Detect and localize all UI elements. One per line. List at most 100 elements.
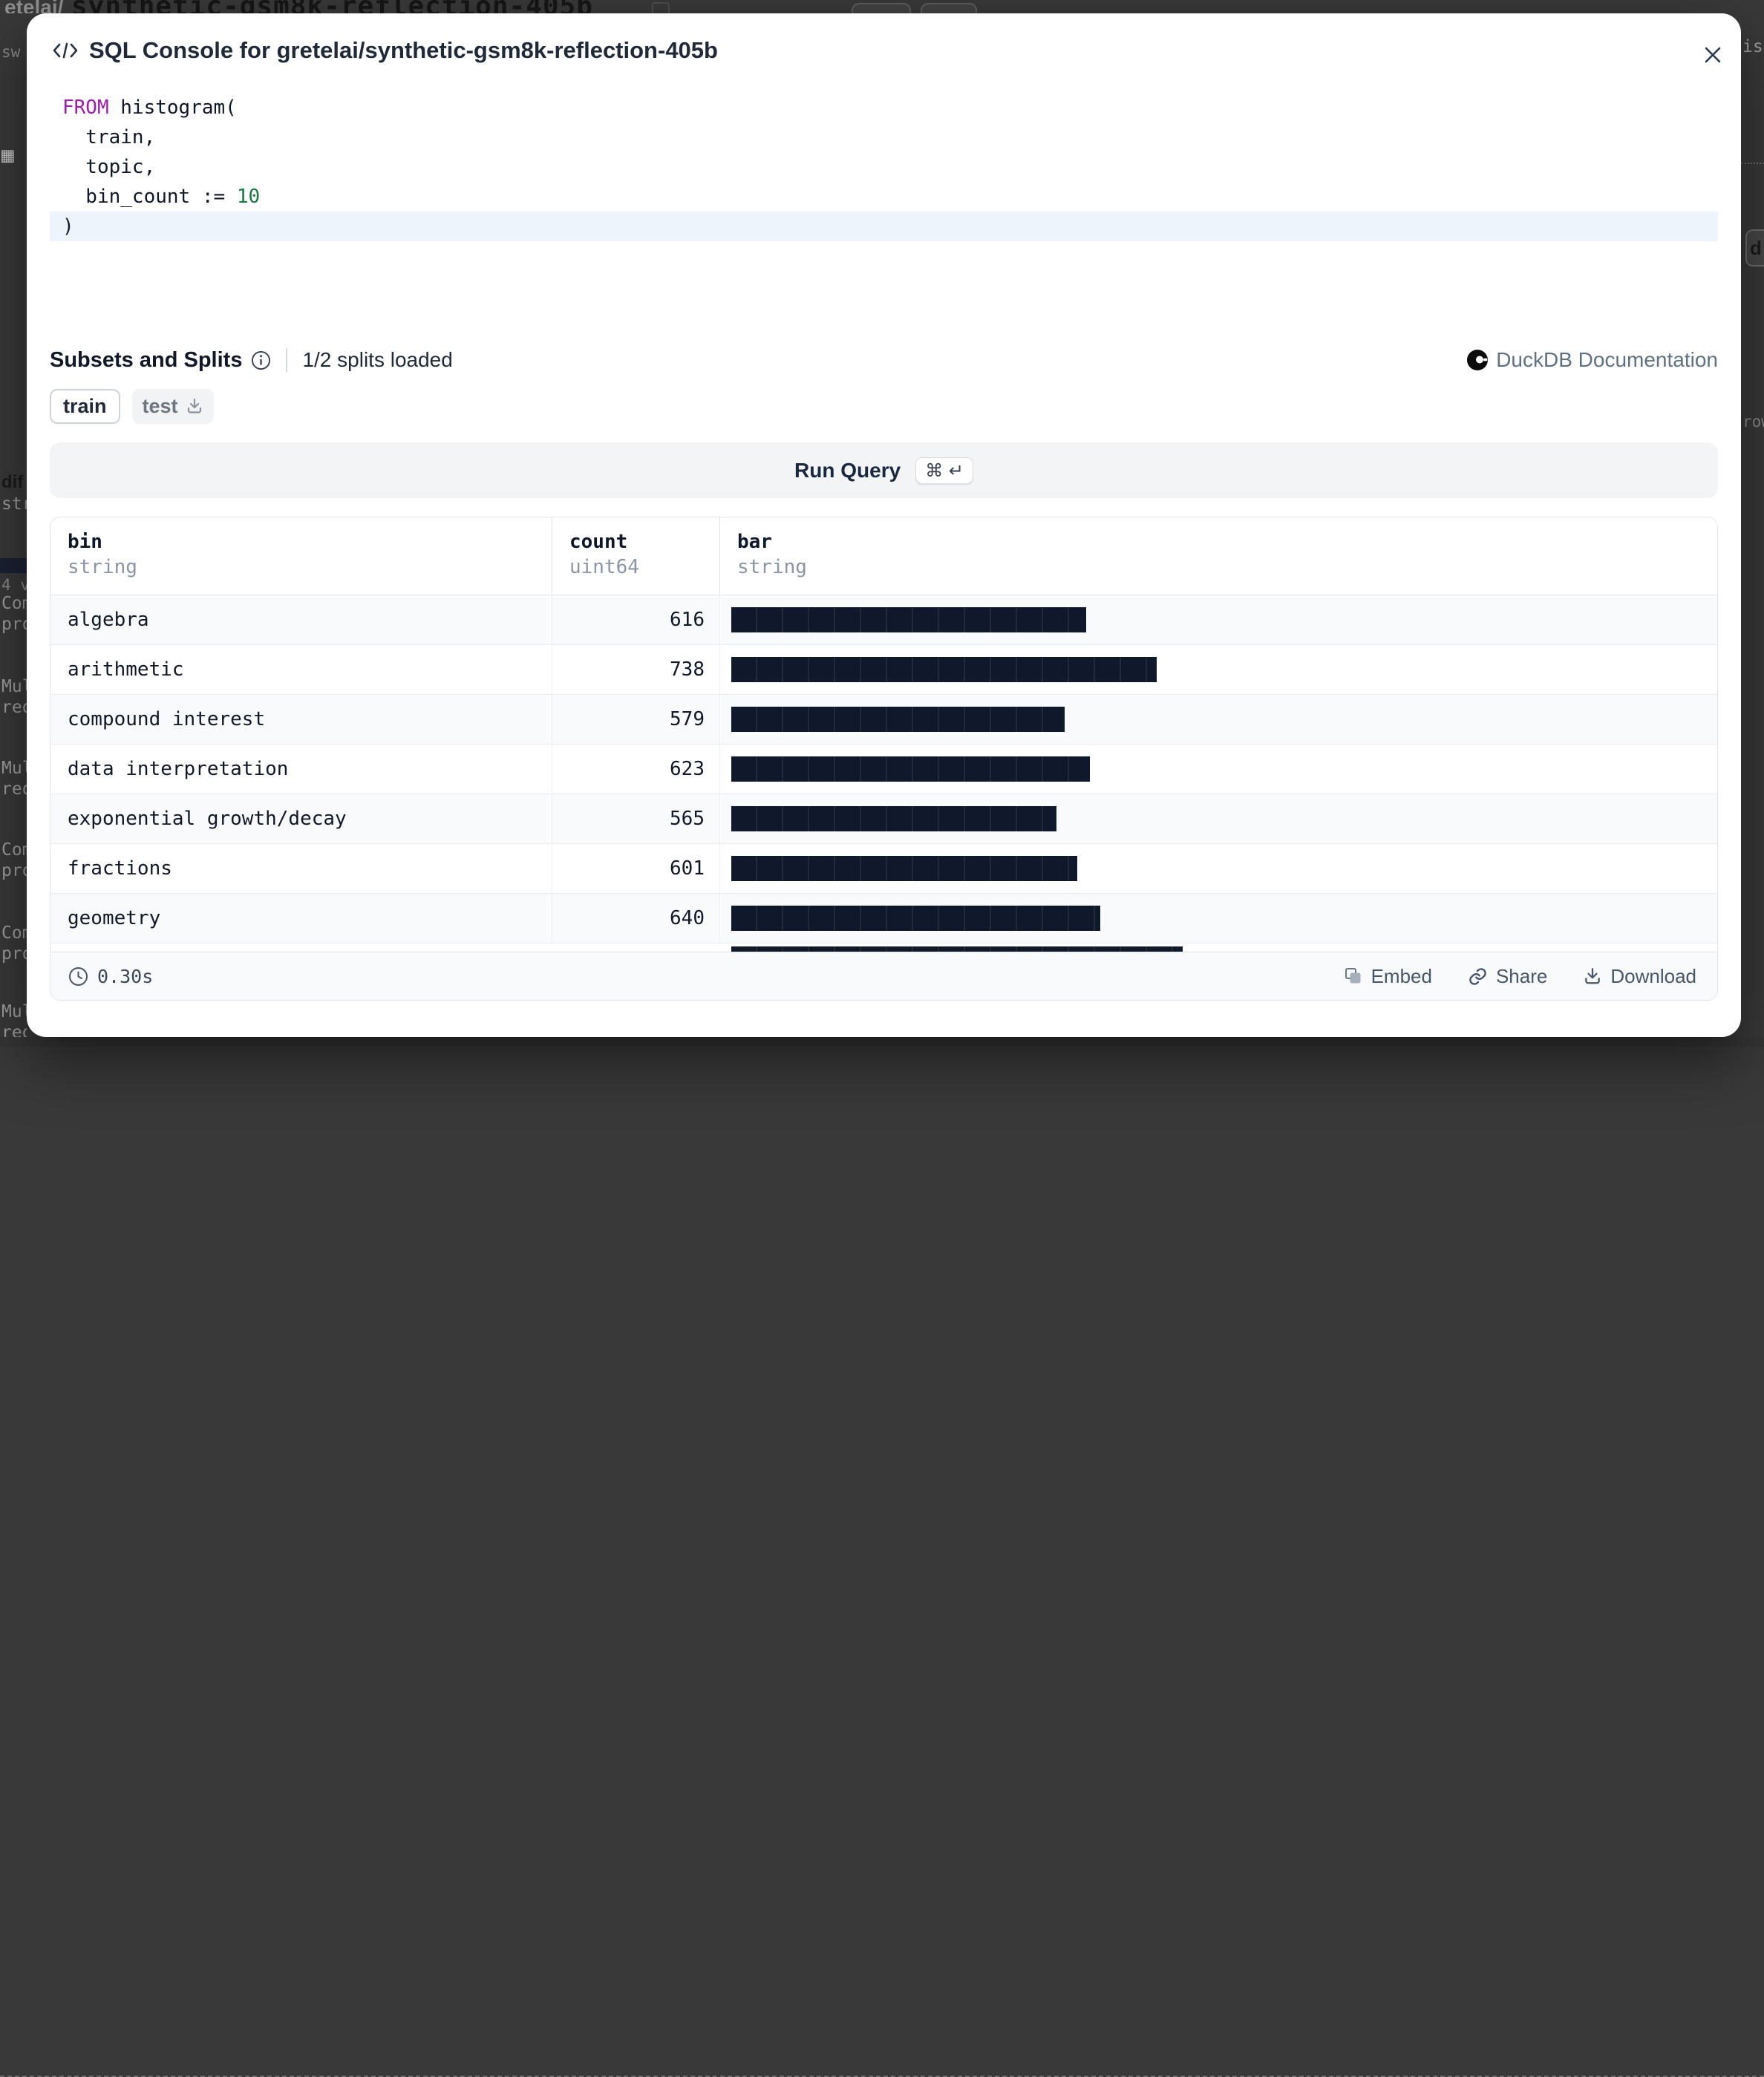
background-top-bar: etelai/ synthetic-gsm8k-reflection-405b xyxy=(0,0,1764,13)
keyboard-shortcut-badge: ⌘ ↵ xyxy=(915,457,973,484)
background-text-fragment: pro xyxy=(1,861,27,880)
background-pill xyxy=(921,3,977,13)
info-icon[interactable] xyxy=(251,350,271,370)
table-row: geometry 640 xyxy=(50,894,1717,943)
sql-console-modal: SQL Console for gretelai/synthetic-gsm8k… xyxy=(27,13,1741,1037)
bar-cell xyxy=(720,595,1717,644)
run-query-button[interactable]: Run Query ⌘ ↵ xyxy=(50,442,1718,498)
table-row: exponential growth/decay 565 xyxy=(50,794,1717,844)
histogram-bar xyxy=(731,657,1157,682)
count-cell: 640 xyxy=(552,894,720,943)
background-text-fragment: req xyxy=(1,779,27,799)
count-cell: 738 xyxy=(552,645,720,694)
close-button[interactable] xyxy=(1696,39,1729,71)
code-line: FROM histogram( xyxy=(62,97,237,119)
background-dotted-divider xyxy=(1741,163,1764,164)
embed-button[interactable]: Embed xyxy=(1344,965,1432,988)
background-text-fragment: Com xyxy=(1,923,27,943)
histogram-bar xyxy=(731,756,1090,782)
subsets-heading: Subsets and Splits xyxy=(50,347,243,372)
background-text-fragment: pro xyxy=(1,944,27,964)
background-pill xyxy=(852,3,911,13)
download-icon xyxy=(1583,966,1602,986)
background-text-fragment: sw xyxy=(1,43,21,61)
background-text-fragment: issa xyxy=(1742,37,1764,56)
bar-cell xyxy=(720,844,1717,893)
bin-cell: data interpretation xyxy=(50,745,552,794)
code-line: topic, xyxy=(62,156,156,178)
count-cell: 565 xyxy=(552,794,720,843)
background-text-fragment: pro xyxy=(1,615,27,634)
count-cell: 579 xyxy=(552,695,720,744)
table-row: fractions 601 xyxy=(50,844,1717,894)
background-text-fragment: dif xyxy=(1,472,24,492)
embed-icon xyxy=(1344,966,1363,986)
duckdb-documentation-link[interactable]: DuckDB Documentation xyxy=(1466,348,1718,372)
close-icon xyxy=(1702,44,1724,66)
background-text-fragment: ▦ V xyxy=(1,143,27,167)
histogram-bar xyxy=(731,707,1065,732)
code-icon xyxy=(52,40,79,61)
divider xyxy=(286,348,288,372)
code-line: train, xyxy=(62,126,156,148)
column-header-count: count uint64 xyxy=(552,517,720,595)
background-text-fragment: Com xyxy=(1,594,27,613)
backdrop-left-strip: sw▦ Vdifstr4 vComproMulreqMulreqComproCo… xyxy=(0,0,27,1047)
background-selected-band xyxy=(0,558,27,573)
table-row-partial xyxy=(50,943,1717,952)
background-text-fragment: 4 v xyxy=(1,576,27,594)
results-footer: 0.30s Embed xyxy=(50,952,1717,1000)
bin-cell: algebra xyxy=(50,595,552,644)
background-breadcrumb: etelai/ xyxy=(4,0,64,13)
background-text-fragment: req xyxy=(1,698,27,717)
bar-cell xyxy=(720,894,1717,943)
background-text-fragment: row xyxy=(1742,413,1764,431)
bar-cell xyxy=(720,943,1717,952)
bar-cell xyxy=(720,645,1717,694)
bin-cell: fractions xyxy=(50,844,552,893)
background-text-fragment: str xyxy=(1,494,27,514)
bin-cell: geometry xyxy=(50,894,552,943)
query-elapsed-time: 0.30s xyxy=(68,966,153,987)
bar-cell xyxy=(720,695,1717,744)
split-tab-test[interactable]: test xyxy=(131,388,214,424)
share-link-icon xyxy=(1468,966,1488,987)
splits-loaded-status: 1/2 splits loaded xyxy=(302,348,453,371)
code-line: ) xyxy=(50,212,1718,241)
split-tab-train[interactable]: train xyxy=(50,388,120,424)
background-text-fragment: Mul xyxy=(1,677,27,696)
results-table: bin string count uint64 bar string algeb… xyxy=(50,517,1718,1001)
download-split-icon xyxy=(186,397,203,415)
background-text-fragment: Mul xyxy=(1,1002,27,1021)
background-text-fragment: Com xyxy=(1,840,27,860)
results-scroll-area[interactable]: algebra 616 arithmetic 738 compound interest… xyxy=(50,595,1717,952)
modal-header: SQL Console for gretelai/synthetic-gsm8k… xyxy=(52,13,1716,88)
duckdb-logo-icon xyxy=(1466,349,1489,371)
histogram-bar xyxy=(731,906,1100,931)
backdrop-right-strip: d issa row xyxy=(1741,0,1764,1047)
column-header-bin: bin string xyxy=(50,517,552,595)
download-button[interactable]: Download xyxy=(1583,965,1696,988)
modal-title: SQL Console for gretelai/synthetic-gsm8k… xyxy=(89,37,718,63)
count-cell: 601 xyxy=(552,844,720,893)
table-row: algebra 616 xyxy=(50,595,1717,645)
background-text-fragment: Mul xyxy=(1,759,27,778)
bin-cell: exponential growth/decay xyxy=(50,794,552,843)
subsets-row: Subsets and Splits 1/2 splits loaded Duc… xyxy=(50,343,1718,377)
share-button[interactable]: Share xyxy=(1468,965,1547,988)
background-pill: d xyxy=(1745,229,1764,266)
splits-row: train test xyxy=(50,387,214,425)
count-cell: 616 xyxy=(552,595,720,644)
bar-cell xyxy=(720,745,1717,794)
table-row: compound interest 579 xyxy=(50,695,1717,745)
code-line: bin_count := 10 xyxy=(62,186,261,208)
results-table-header: bin string count uint64 bar string xyxy=(50,517,1717,595)
sql-editor-lines: FROM histogram( train, topic, bin_count … xyxy=(50,93,1718,241)
bar-cell xyxy=(720,794,1717,843)
sql-editor[interactable]: FROM histogram( train, topic, bin_count … xyxy=(50,93,1718,249)
background-copy-icon xyxy=(652,2,670,13)
table-row: arithmetic 738 xyxy=(50,645,1717,695)
background-dataset-title: synthetic-gsm8k-reflection-405b xyxy=(71,0,593,13)
histogram-bar xyxy=(731,607,1086,632)
